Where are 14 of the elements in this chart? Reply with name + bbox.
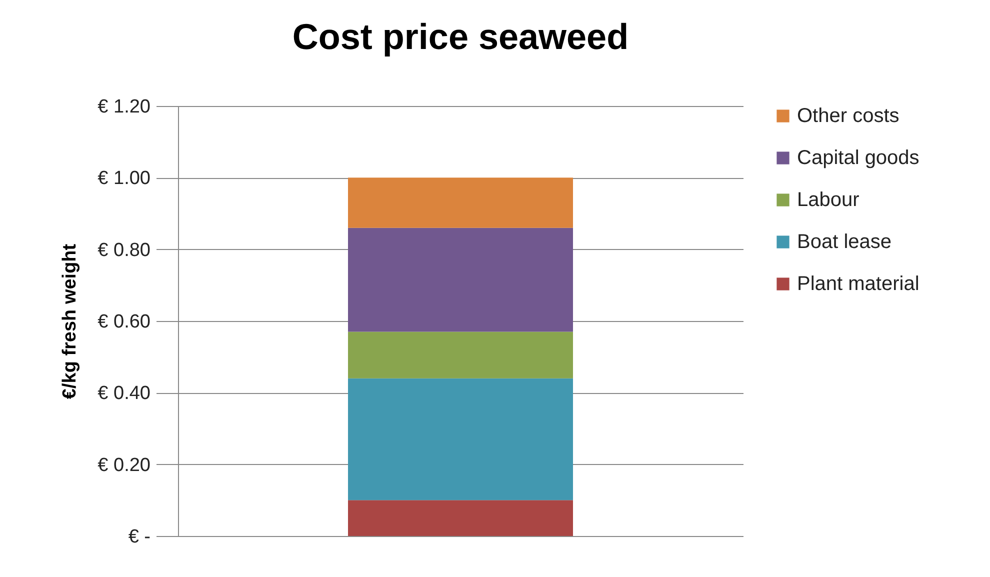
legend-label: Boat lease xyxy=(797,231,892,253)
y-tick-label: € 0.60 xyxy=(98,312,150,332)
y-tick-label: € - xyxy=(128,526,150,548)
chart-title: Cost price seaweed xyxy=(292,16,629,57)
legend-label: Plant material xyxy=(797,273,920,295)
legend-label: Labour xyxy=(797,189,860,211)
y-tick-label: € 0.40 xyxy=(98,383,150,404)
y-tick-label: € 0.20 xyxy=(98,454,150,476)
y-tick-label: € 1.00 xyxy=(98,168,150,190)
y-tick-label: € 0.80 xyxy=(98,240,150,261)
y-axis-title: €/kg fresh weight xyxy=(60,243,81,400)
y-tick-label: € 1.20 xyxy=(98,96,150,118)
legend-label: Other costs xyxy=(797,105,900,127)
legend-label: Capital goods xyxy=(797,147,920,169)
